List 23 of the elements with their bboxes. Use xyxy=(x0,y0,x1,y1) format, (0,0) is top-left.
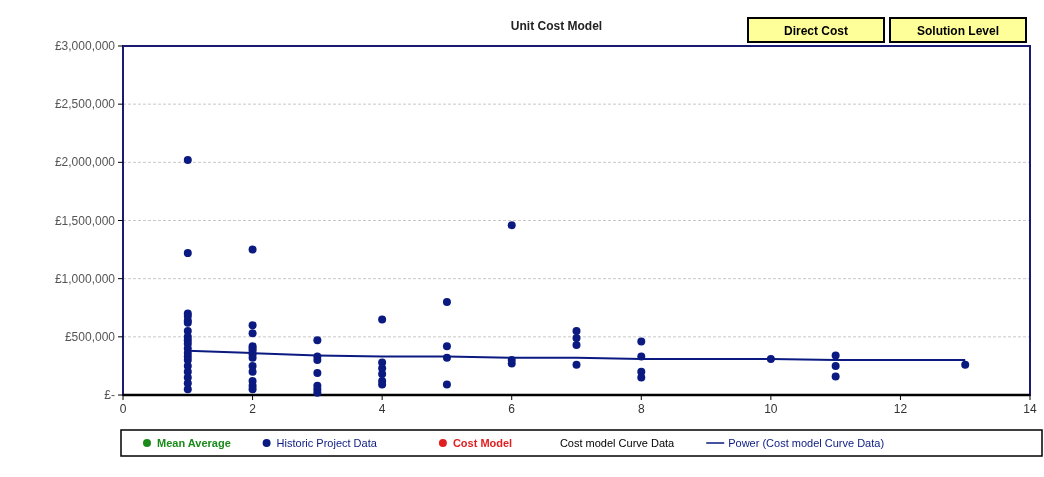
button: Solution Level xyxy=(889,17,1027,43)
legend-label: Cost model Curve Data xyxy=(559,437,676,449)
y-tick-label: £2,500,000 xyxy=(54,97,116,112)
legend-label: Mean Average xyxy=(157,437,231,449)
y-tick-label: £1,000,000 xyxy=(54,271,116,286)
x-tick-label: 8 xyxy=(637,402,645,416)
button: Direct Cost xyxy=(747,17,885,43)
legend-label: Historic Project Data xyxy=(276,437,378,449)
legend-label: Power (Cost model Curve Data) xyxy=(728,437,885,449)
legend-label: Cost Model xyxy=(452,437,513,449)
x-tick-label: 4 xyxy=(378,402,386,416)
y-tick-label: £- xyxy=(104,388,115,402)
x-tick-label: 0 xyxy=(119,402,127,416)
chart-title: Unit Cost Model xyxy=(510,19,603,33)
y-tick-label: £3,000,000 xyxy=(54,39,116,53)
x-tick-label: 6 xyxy=(508,402,516,416)
y-tick-label: £2,000,000 xyxy=(54,155,116,170)
x-tick-label: 10 xyxy=(764,402,778,416)
x-tick-label: 14 xyxy=(1023,402,1037,416)
x-tick-label: 2 xyxy=(249,402,257,416)
y-tick-label: £500,000 xyxy=(64,329,116,344)
y-tick-label: £1,500,000 xyxy=(54,213,116,228)
x-tick-label: 12 xyxy=(893,402,908,416)
